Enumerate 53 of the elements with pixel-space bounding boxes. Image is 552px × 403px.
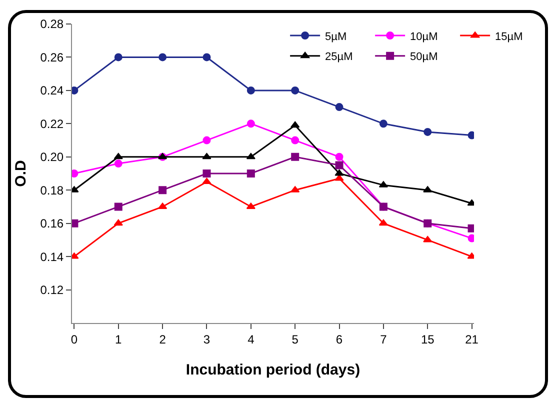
y-tick-label: 0.18 [40, 183, 64, 198]
legend-label: 10µM [410, 30, 438, 43]
point [291, 86, 300, 94]
x-tick-label: 5 [292, 332, 299, 346]
point [335, 103, 344, 112]
y-tick-label: 0.24 [40, 84, 64, 98]
point [114, 152, 123, 160]
point [291, 136, 300, 144]
point [291, 152, 300, 161]
point [202, 152, 212, 160]
x-tick-label: 1 [115, 332, 122, 346]
x-tick-label: 6 [336, 332, 343, 346]
y-tick-label: 0.28 [40, 17, 64, 32]
y-tick-label: 0.20 [40, 150, 64, 164]
point [335, 161, 344, 170]
point [114, 202, 122, 211]
y-tick-label: 0.12 [40, 282, 64, 297]
y-tick-label: 0.26 [40, 50, 64, 64]
point [202, 53, 211, 62]
point [114, 219, 123, 226]
point [202, 170, 211, 178]
y-tick-label: 0.14 [40, 250, 64, 264]
y-tick-label: 0.16 [40, 216, 64, 231]
x-tick-label: 2 [159, 332, 166, 346]
x-tick-label: 3 [203, 332, 210, 346]
x-tick-label: 7 [380, 332, 388, 346]
x-tick-label: 21 [465, 332, 479, 346]
legend-label: 15µM [495, 30, 523, 43]
point [246, 86, 255, 94]
point [335, 152, 344, 161]
point [246, 170, 255, 178]
legend-label: 5µM [325, 30, 347, 43]
y-axis-title: O.D [12, 160, 30, 187]
x-axis-title: Incubation period (days) [186, 361, 360, 378]
x-tick-label: 15 [420, 332, 435, 346]
y-tick-label: 0.22 [40, 116, 64, 131]
point [202, 136, 211, 144]
point [246, 120, 255, 128]
point [246, 152, 256, 160]
point [158, 186, 167, 194]
point [378, 219, 388, 226]
point [424, 128, 432, 136]
x-tick-label: 0 [70, 332, 78, 346]
point [114, 53, 122, 62]
point [202, 178, 212, 184]
legend-label: 25µM [325, 51, 353, 64]
x-tick-label: 4 [248, 332, 255, 346]
legend-label: 50µM [410, 51, 438, 64]
point [423, 236, 432, 242]
point [379, 120, 388, 128]
point [290, 121, 300, 128]
point [158, 53, 167, 62]
point [114, 160, 122, 168]
